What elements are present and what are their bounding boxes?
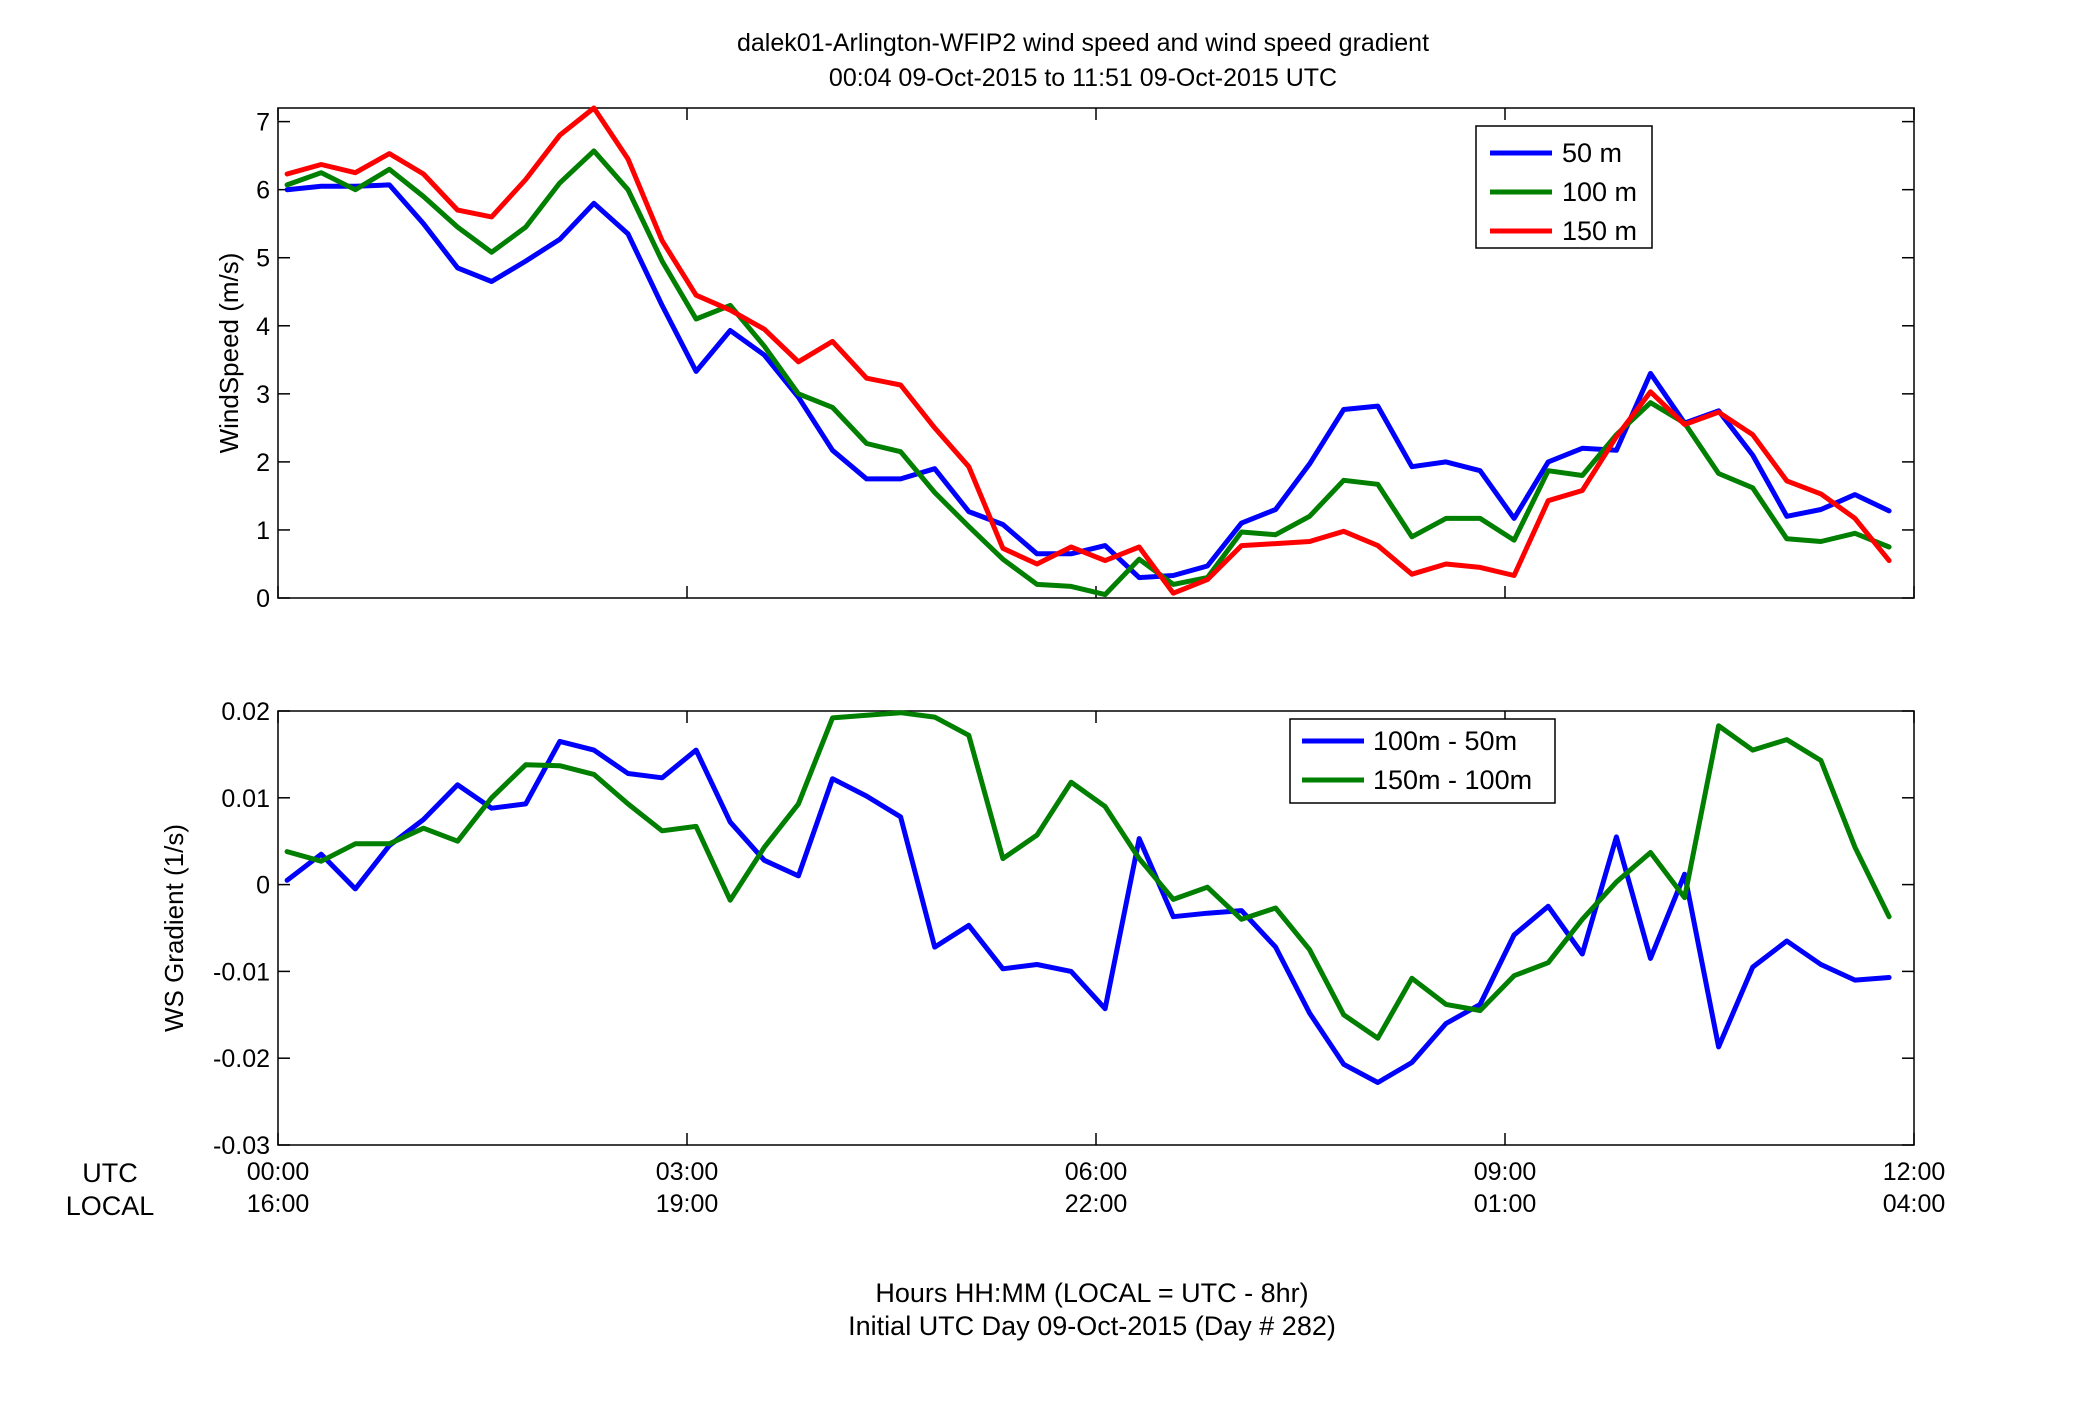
legend-label-100m: 100 m (1562, 177, 1637, 207)
x-axis-caption-line2: Initial UTC Day 09-Oct-2015 (Day # 282) (848, 1311, 1336, 1341)
wind-speed-y-tick-label: 2 (256, 449, 270, 477)
x-tick-label-local: 19:00 (656, 1190, 719, 1218)
chart-title: dalek01-Arlington-WFIP2 wind speed and w… (737, 29, 1429, 57)
gradient-series-100m-minus-50m (284, 738, 1892, 1085)
gradient-y-tick-label: -0.01 (213, 958, 270, 986)
wind-speed-y-tick-label: 6 (256, 177, 270, 205)
wind-speed-legend: 50 m 100 m 150 m (1475, 125, 1653, 249)
gradient-legend-box (1289, 718, 1556, 804)
wind-speed-y-tick-label: 3 (256, 381, 270, 409)
legend-label-100m-50m: 100m - 50m (1373, 726, 1517, 756)
x-tick-label-utc: 00:00 (247, 1158, 310, 1186)
legend-label-150m-100m: 150m - 100m (1373, 765, 1532, 795)
x-row-label-local: LOCAL (66, 1191, 155, 1221)
wind-speed-series-150m (284, 105, 1892, 596)
gradient-y-tick-label: 0 (256, 872, 270, 900)
x-tick-label-utc: 03:00 (656, 1158, 719, 1186)
gradient-y-tick-label: 0.02 (221, 698, 270, 726)
legend-label-50m: 50 m (1562, 138, 1622, 168)
wind-speed-y-tick-label: 4 (256, 313, 270, 341)
chart-subtitle: 00:04 09-Oct-2015 to 11:51 09-Oct-2015 U… (829, 64, 1337, 92)
x-row-label-utc: UTC (82, 1158, 138, 1188)
x-axis-caption-line1: Hours HH:MM (LOCAL = UTC - 8hr) (875, 1278, 1308, 1308)
x-tick-label-local: 04:00 (1883, 1190, 1946, 1218)
gradient-panel: -0.03 -0.02 -0.01 0 0.01 0.02 WS Gradient (1/… (159, 698, 1915, 1160)
legend-label-150m: 150 m (1562, 216, 1637, 246)
x-tick-label-utc: 12:00 (1883, 1158, 1946, 1186)
gradient-series-150m-minus-100m (284, 710, 1892, 1041)
gradient-y-axis-label: WS Gradient (1/s) (159, 824, 189, 1032)
x-tick-label-utc: 09:00 (1474, 1158, 1537, 1186)
wind-speed-legend-box (1475, 125, 1653, 249)
gradient-legend: 100m - 50m 150m - 100m (1289, 718, 1556, 804)
x-tick-label-local: 01:00 (1474, 1190, 1537, 1218)
wind-speed-y-axis-label: WindSpeed (m/s) (214, 253, 244, 454)
x-tick-label-utc: 06:00 (1065, 1158, 1128, 1186)
gradient-y-tick-label: -0.03 (213, 1132, 270, 1160)
gradient-y-tick-label: -0.02 (213, 1045, 270, 1073)
wind-speed-y-tick-label: 0 (256, 585, 270, 613)
x-tick-label-local: 22:00 (1065, 1190, 1128, 1218)
wind-speed-panel: 0 1 2 3 4 5 6 7 WindSpeed (m/s) 50 m 100 m 150 … (214, 105, 1915, 613)
x-tick-label-local: 16:00 (247, 1190, 310, 1218)
wind-speed-y-tick-label: 7 (256, 109, 270, 137)
wind-speed-y-tick-label: 5 (256, 245, 270, 273)
wind-speed-series-50m (284, 182, 1892, 581)
wind-speed-y-tick-label: 1 (256, 517, 270, 545)
gradient-y-tick-label: 0.01 (221, 785, 270, 813)
